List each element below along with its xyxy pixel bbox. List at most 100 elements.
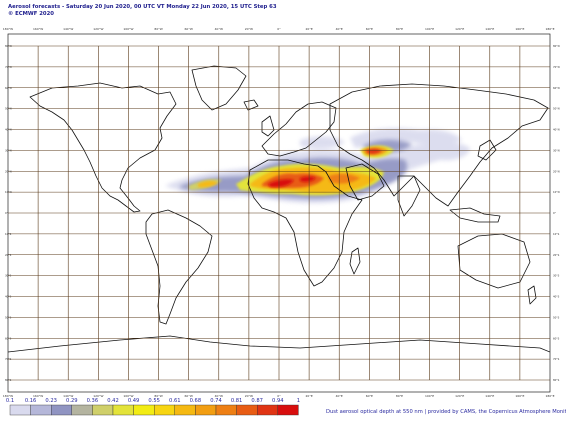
legend-level-label: 0.68 [190, 398, 202, 404]
lon-tick-label-top: 100°W [123, 27, 133, 31]
lat-tick-label-left: 10°S [5, 232, 12, 236]
lat-tick-label-right: 80°S [553, 378, 560, 382]
lat-tick-label-right: 40°S [553, 295, 560, 299]
lon-tick-label-top: 160°E [515, 27, 524, 31]
lat-tick-label-right: 20°N [553, 169, 560, 173]
lon-tick-label-bottom: 80°E [396, 394, 403, 398]
lat-tick-label-right: 70°S [553, 357, 560, 361]
colour-legend: 0.1 0.16 0.23 0.29 0.36 0.42 0.49 0.55 0.61 0.68 0… [6, 398, 300, 416]
lon-tick-label-bottom: 80°W [154, 394, 162, 398]
indian-subcontinent [397, 175, 421, 217]
lon-tick-label-bottom: 60°E [366, 394, 373, 398]
lat-tick-label-right: 50°S [553, 315, 560, 319]
legend-level-label: 0.74 [210, 398, 222, 404]
lat-tick-label-right: 80°N [553, 44, 560, 48]
north-america [29, 82, 177, 213]
lon-tick-label-top: 100°E [425, 27, 434, 31]
legend-swatch [257, 404, 279, 416]
lat-tick-label-left: 50°S [5, 315, 12, 319]
lon-tick-label-top: 180°W [3, 27, 13, 31]
africa [247, 159, 363, 287]
lat-lon-grid [8, 45, 550, 381]
lat-tick-label-left: 0° [5, 211, 9, 215]
legend-level-label: 0.49 [128, 398, 140, 404]
lon-tick-label-top: 140°W [63, 27, 73, 31]
lat-tick-label-left: 40°N [5, 128, 12, 132]
legend-level-label: 0.1 [6, 398, 14, 404]
legend-swatch [133, 404, 155, 416]
south-america [145, 209, 213, 325]
lon-tick-label-top: 20°E [306, 27, 313, 31]
lat-tick-label-left: 20°N [5, 169, 12, 173]
lat-tick-label-left: 30°S [5, 274, 12, 278]
lon-tick-label-top: 120°W [93, 27, 103, 31]
lon-tick-label-bottom: 20°W [245, 394, 253, 398]
lat-tick-label-left: 50°N [5, 107, 12, 111]
legend-level-label: 0.36 [87, 398, 99, 404]
lon-tick-label-top: 80°E [396, 27, 403, 31]
lon-tick-label-bottom: 100°E [425, 394, 434, 398]
lat-tick-label-left: 80°N [5, 44, 12, 48]
dust-plume [165, 128, 470, 204]
legend-level-label: 0.87 [251, 398, 263, 404]
lon-tick-label-bottom: 160°W [33, 394, 43, 398]
lon-tick-label-bottom: 120°W [93, 394, 103, 398]
lon-tick-label-top: 80°W [154, 27, 162, 31]
iceland [243, 99, 259, 111]
chart-title: Aerosol forecasts - Saturday 20 Jun 2020… [8, 4, 277, 10]
lon-tick-label-bottom: 100°W [123, 394, 133, 398]
lon-tick-label-top: 60°E [366, 27, 373, 31]
lat-tick-label-left: 70°N [5, 65, 12, 69]
legend-caption: Dust aerosol optical depth at 550 nm | p… [326, 409, 566, 415]
lat-tick-label-left: 60°S [5, 336, 12, 340]
lat-tick-label-left: 80°S [5, 378, 12, 382]
legend-level-label: 0.42 [107, 398, 119, 404]
arabian-peninsula [345, 163, 385, 201]
lat-tick-label-right: 0° [553, 211, 557, 215]
lat-tick-label-right: 60°S [553, 336, 560, 340]
indonesia [449, 207, 501, 223]
lon-tick-label-top: 40°E [336, 27, 343, 31]
lon-tick-label-top: 180°E [545, 27, 554, 31]
lon-tick-label-top: 60°W [185, 27, 193, 31]
legend-swatch [30, 404, 52, 416]
lon-tick-label-top: 40°W [215, 27, 223, 31]
lon-tick-label-bottom: 40°E [336, 394, 343, 398]
lat-tick-label-left: 40°S [5, 295, 12, 299]
lon-tick-label-bottom: 60°W [185, 394, 193, 398]
lat-tick-label-right: 60°N [553, 86, 560, 90]
madagascar [349, 247, 361, 275]
lat-tick-label-right: 10°N [553, 190, 560, 194]
lat-tick-label-left: 20°S [5, 253, 12, 257]
legend-level-label: 0.16 [25, 398, 37, 404]
legend-swatch [215, 404, 237, 416]
lat-tick-label-right: 30°N [553, 148, 560, 152]
japan [477, 139, 497, 161]
asia [329, 83, 549, 207]
lon-tick-label-top: 0° [277, 27, 281, 31]
legend-level-label: 0.55 [148, 398, 160, 404]
lat-tick-label-left: 30°N [5, 148, 12, 152]
legend-level-label: 0.61 [169, 398, 181, 404]
lon-tick-label-bottom: 20°E [306, 394, 313, 398]
legend-level-label: 0.81 [231, 398, 243, 404]
legend-level-label: 0.23 [45, 398, 57, 404]
lat-tick-label-left: 70°S [5, 357, 12, 361]
legend-swatch [174, 404, 196, 416]
lat-tick-label-right: 30°S [553, 274, 560, 278]
lon-tick-label-bottom: 40°W [215, 394, 223, 398]
lon-tick-label-bottom: 140°E [485, 394, 494, 398]
lat-tick-label-left: 10°N [5, 190, 12, 194]
legend-swatch [236, 404, 258, 416]
lon-tick-label-bottom: 180°W [3, 394, 13, 398]
legend-swatch [51, 404, 73, 416]
lon-tick-label-bottom: 160°E [515, 394, 524, 398]
legend-level-label: 0.94 [272, 398, 284, 404]
legend-level-label: 0.29 [66, 398, 78, 404]
lat-tick-label-right: 70°N [553, 65, 560, 69]
lon-tick-label-bottom: 0° [277, 394, 281, 398]
new-zealand [527, 285, 537, 305]
lat-tick-label-left: 60°N [5, 86, 12, 90]
lat-tick-label-right: 10°S [553, 232, 560, 236]
